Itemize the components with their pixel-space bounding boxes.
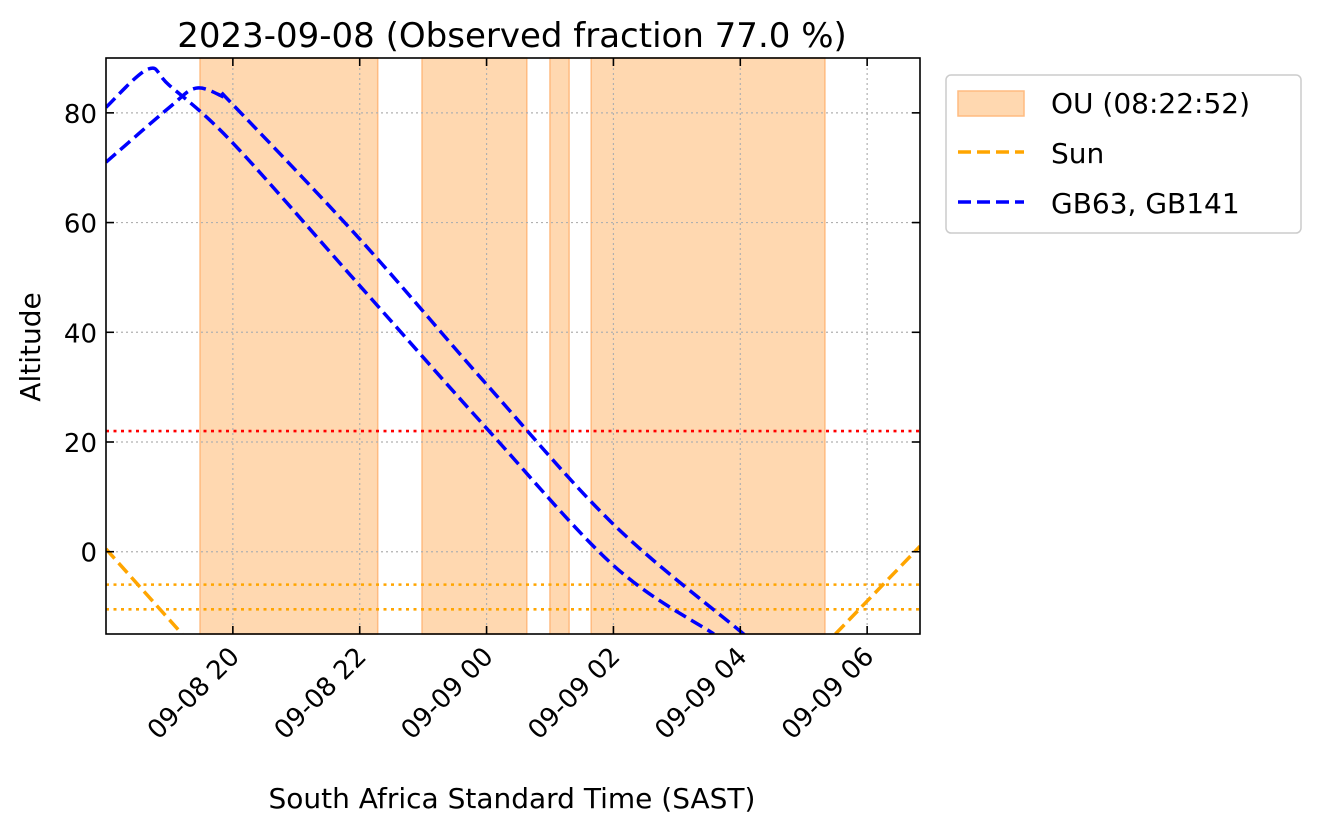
plot-frame <box>105 57 921 635</box>
x-axis-label: South Africa Standard Time (SAST) <box>269 782 756 815</box>
chart-title: 2023-09-08 (Observed fraction 77.0 %) <box>177 16 847 56</box>
observation-intervals <box>199 57 826 635</box>
x-tick-labels: 09-08 20 09-08 22 09-09 00 09-09 02 09-09 04… <box>142 642 880 746</box>
x-tick-label: 09-09 00 <box>396 642 500 746</box>
y-tick-label: 80 <box>64 100 97 130</box>
ou-interval-2 <box>421 57 528 635</box>
legend-label-ou: OU (08:22:52) <box>1051 87 1250 120</box>
y-tick-label: 40 <box>64 319 97 349</box>
ou-interval-3 <box>549 57 570 635</box>
series-line-gb141 <box>106 86 747 634</box>
y-axis-label: Altitude <box>14 292 47 401</box>
series-line-gb63 <box>106 66 715 634</box>
ou-interval-4 <box>590 57 826 635</box>
ou-interval-1 <box>199 57 379 635</box>
threshold-lines <box>106 429 920 611</box>
legend: OU (08:22:52) Sun GB63, GB141 <box>945 74 1302 234</box>
legend-frame <box>945 74 1302 234</box>
series-line-sun-1 <box>106 547 184 634</box>
x-tick-label: 09-09 02 <box>522 642 626 746</box>
series-lines <box>106 66 920 634</box>
grid <box>106 58 920 634</box>
y-tick-label: 60 <box>64 210 97 240</box>
legend-label-targets: GB63, GB141 <box>1051 187 1240 220</box>
tick-marks <box>106 58 920 634</box>
series-line-sun-2 <box>834 545 920 634</box>
legend-patch-ou <box>957 90 1025 117</box>
y-tick-labels: 0 20 40 60 80 <box>64 100 97 569</box>
x-tick-label: 09-08 22 <box>269 642 373 746</box>
x-tick-label: 09-09 04 <box>649 642 753 746</box>
legend-label-sun: Sun <box>1051 137 1104 170</box>
y-tick-label: 0 <box>80 539 97 569</box>
x-tick-label: 09-09 06 <box>776 642 880 746</box>
x-tick-label: 09-08 20 <box>142 642 246 746</box>
y-tick-label: 20 <box>64 429 97 459</box>
plot-area <box>105 57 921 635</box>
